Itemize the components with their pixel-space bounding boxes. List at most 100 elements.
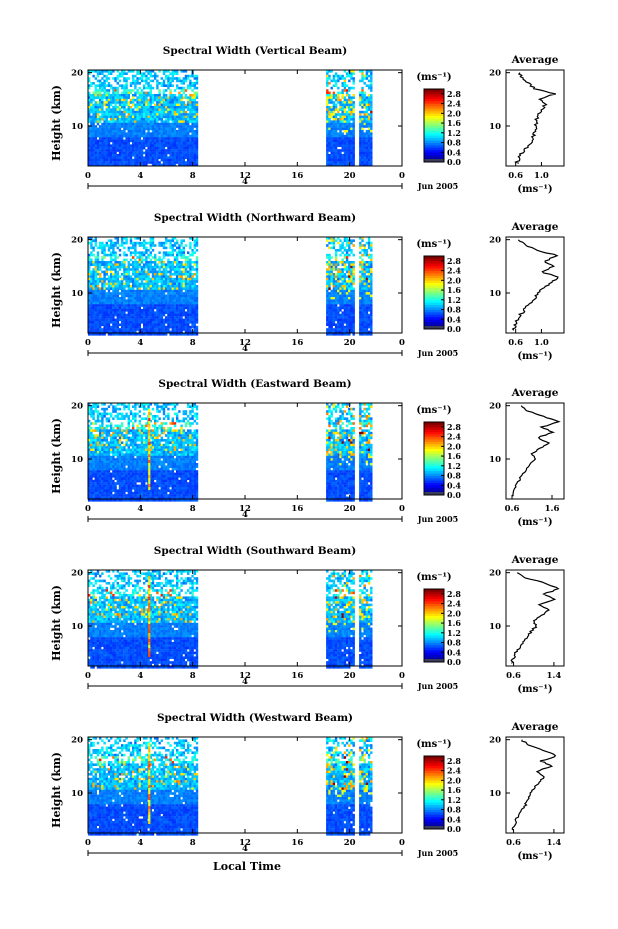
colorbar-tick-label: 1.2 (447, 128, 461, 138)
average-frame (505, 736, 565, 834)
average-x-tick-label: 1.4 (547, 838, 562, 848)
colorbar-unit: (ms⁻¹) (416, 72, 451, 83)
x-tick-label: 4 (137, 838, 143, 848)
x-tick-label: 16 (291, 838, 303, 848)
colorbar-unit: (ms⁻¹) (416, 239, 451, 250)
panel-title: Spectral Width (Northward Beam) (154, 212, 356, 224)
colorbar-tick-label: 2.0 (447, 275, 461, 285)
x-tick-label: 20 (344, 504, 356, 514)
x-tick-label: 4 (137, 671, 143, 681)
colorbar-tick-label: 2.8 (447, 756, 461, 766)
average-y-tick-label: 20 (489, 736, 501, 746)
average-frame (505, 402, 565, 500)
colorbar-tick-label: 0.4 (447, 647, 461, 657)
average-x-tick-label: 1.0 (534, 171, 549, 181)
average-title: Average (511, 387, 559, 399)
colorbar-tick-label: 2.0 (447, 441, 461, 451)
average-title: Average (511, 54, 559, 66)
panel-1: Spectral Width (Vertical Beam) Height (km… (50, 45, 565, 195)
x-tick-label: 0 (85, 838, 91, 848)
x-axis-label: Local Time (213, 860, 281, 873)
x-tick-label: 4 (137, 171, 143, 181)
colorbar-tick-label: 1.2 (447, 795, 461, 805)
x-tick-label: 20 (344, 838, 356, 848)
average-panel: Average 20 10 0.6 1.4 (ms⁻¹) (489, 554, 565, 695)
x-tick-label: 0 (85, 171, 91, 181)
colorbar-tick-label: 0.0 (447, 157, 461, 167)
panel-4: Spectral Width (Southward Beam) Height (k… (50, 545, 565, 695)
average-profile-line (514, 72, 556, 164)
date-label: Jun 2005 (417, 848, 458, 858)
colorbar-frame (423, 421, 445, 496)
day-marker-label: 4 (242, 510, 248, 520)
x-tick-label: 0 (85, 338, 91, 348)
x-tick-label: 12 (239, 504, 251, 514)
panel-title: Spectral Width (Eastward Beam) (158, 378, 351, 390)
colorbar: 2.82.42.01.61.20.80.40.0 (423, 755, 461, 834)
panel-title: Spectral Width (Westward Beam) (157, 712, 353, 724)
colorbar-tick-label: 0.0 (447, 824, 461, 834)
colorbar-tick-label: 0.8 (447, 471, 461, 481)
average-x-label: (ms⁻¹) (517, 517, 552, 528)
colorbar-tick-label: 1.2 (447, 461, 461, 471)
y-tick-label: 10 (71, 455, 83, 465)
colorbar-tick-label: 2.4 (447, 99, 461, 109)
x-tick-label: 16 (291, 504, 303, 514)
colorbar-tick-label: 2.0 (447, 608, 461, 618)
average-x-tick-label: 0.6 (505, 504, 520, 514)
heatmap-cells (88, 237, 373, 336)
x-tick-label: 20 (344, 671, 356, 681)
y-axis-label: Height (km) (50, 85, 63, 161)
average-panel: Average 20 10 0.6 1.0 (ms⁻¹) (489, 221, 565, 362)
colorbar-floor (424, 492, 444, 495)
colorbar-tick-label: 2.0 (447, 775, 461, 785)
x-tick-label: 0 (399, 838, 405, 848)
colorbar-floor (424, 159, 444, 162)
y-tick-label: 10 (71, 122, 83, 132)
average-y-tick-label: 20 (489, 236, 501, 246)
day-marker-label: 4 (242, 177, 248, 187)
x-tick-label: 12 (239, 838, 251, 848)
average-panel: Average 20 10 0.6 1.6 (ms⁻¹) (489, 387, 565, 528)
colorbar-tick-label: 0.0 (447, 657, 461, 667)
average-panel: Average 20 10 0.6 1.0 (ms⁻¹) (489, 54, 565, 195)
average-y-tick-label: 10 (489, 789, 501, 799)
colorbar: 2.82.42.01.61.20.80.40.0 (423, 88, 461, 167)
x-tick-label: 16 (291, 171, 303, 181)
day-marker-label: 4 (242, 844, 248, 854)
y-axis-label: Height (km) (50, 585, 63, 661)
average-title: Average (511, 721, 559, 733)
colorbar-unit: (ms⁻¹) (416, 405, 451, 416)
average-y-tick-label: 20 (489, 569, 501, 579)
colorbar-tick-label: 2.4 (447, 766, 461, 776)
average-y-tick-label: 10 (489, 622, 501, 632)
colorbar-tick-label: 1.6 (447, 285, 461, 295)
date-label: Jun 2005 (417, 181, 458, 191)
colorbar-tick-label: 0.4 (447, 480, 461, 490)
x-tick-label: 20 (344, 338, 356, 348)
average-profile-line (510, 572, 560, 664)
average-y-tick-label: 20 (489, 402, 501, 412)
average-y-tick-label: 10 (489, 455, 501, 465)
colorbar: 2.82.42.01.61.20.80.40.0 (423, 255, 461, 334)
average-frame (505, 236, 565, 334)
colorbar-floor (424, 326, 444, 329)
colorbar: 2.82.42.01.61.20.80.40.0 (423, 421, 461, 500)
average-frame (505, 69, 565, 167)
y-tick-label: 20 (71, 402, 83, 412)
average-x-tick-label: 0.6 (506, 838, 521, 848)
heatmap-cells (88, 70, 373, 167)
average-x-tick-label: 0.6 (508, 171, 523, 181)
colorbar-tick-label: 0.8 (447, 638, 461, 648)
colorbar-tick-label: 0.8 (447, 805, 461, 815)
colorbar-tick-label: 1.2 (447, 295, 461, 305)
colorbar-tick-label: 2.0 (447, 108, 461, 118)
colorbar-tick-label: 0.0 (447, 490, 461, 500)
colorbar-tick-label: 0.0 (447, 324, 461, 334)
average-x-label: (ms⁻¹) (517, 351, 552, 362)
x-tick-label: 0 (399, 504, 405, 514)
average-y-tick-label: 10 (489, 122, 501, 132)
x-tick-label: 0 (85, 671, 91, 681)
colorbar-frame (423, 588, 445, 663)
